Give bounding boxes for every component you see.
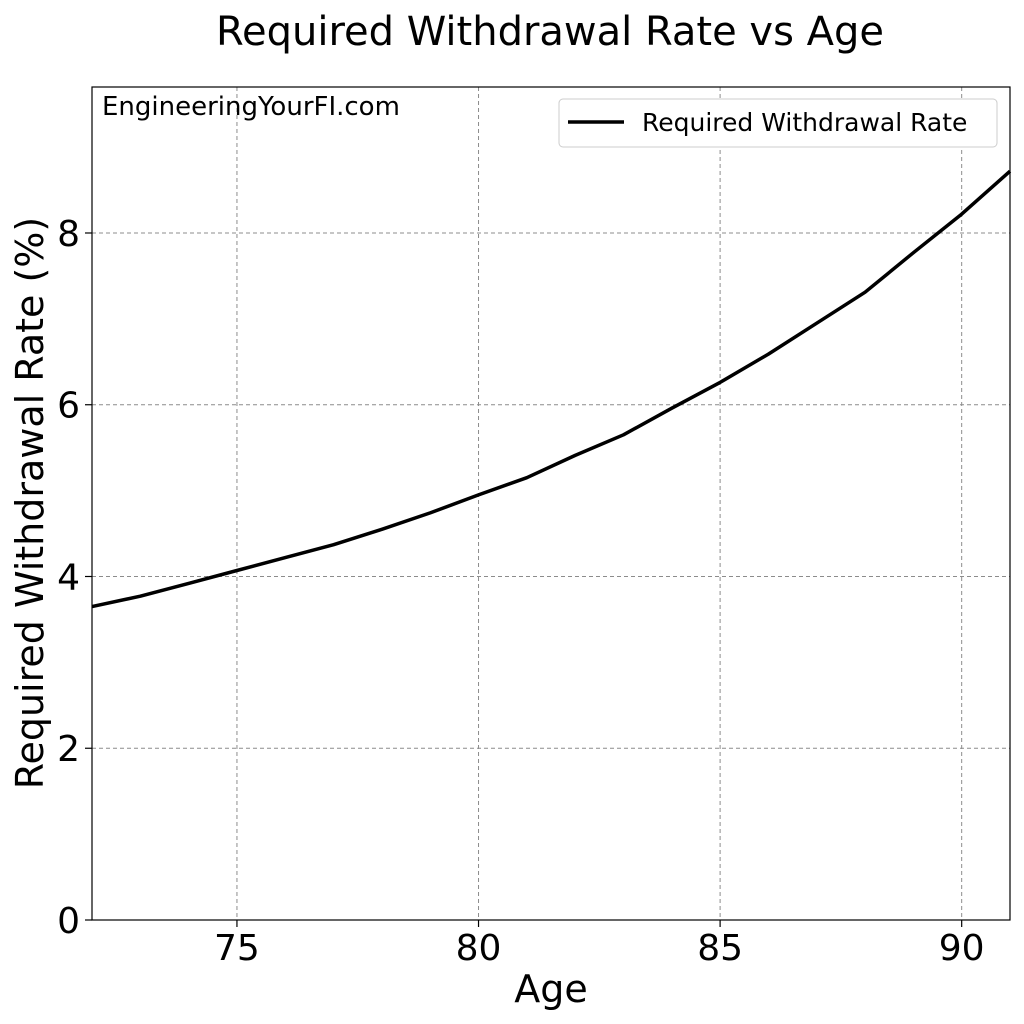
- y-tick-label-0: 0: [57, 901, 80, 942]
- x-tick-label-75: 75: [214, 928, 260, 969]
- plot-area-frame: [91, 86, 1011, 921]
- legend-box: [558, 98, 998, 148]
- chart-title: Required Withdrawal Rate vs Age: [216, 9, 884, 55]
- legend-label-required-withdrawal-rate: Required Withdrawal Rate: [642, 108, 967, 137]
- y-tick-label-4: 4: [57, 557, 80, 598]
- series-layer: [91, 169, 1012, 609]
- grid-lines: [92, 87, 1010, 920]
- x-tick-label-90: 90: [939, 928, 985, 969]
- y-tick-label-2: 2: [57, 729, 80, 770]
- x-tick-label-80: 80: [456, 928, 502, 969]
- legend: Required Withdrawal Rate: [558, 98, 998, 148]
- x-axis-label: Age: [514, 967, 588, 1011]
- series-line-required-withdrawal-rate: [91, 169, 1012, 609]
- x-tick-label-85: 85: [697, 928, 743, 969]
- y-axis-label: Required Withdrawal Rate (%): [8, 217, 52, 790]
- watermark-annotation: EngineeringYourFI.com: [102, 92, 400, 122]
- axis-ticks: 75 80 85 90 0 2 4 6 8: [57, 214, 984, 969]
- y-tick-label-8: 8: [57, 214, 80, 255]
- y-tick-label-6: 6: [57, 386, 80, 427]
